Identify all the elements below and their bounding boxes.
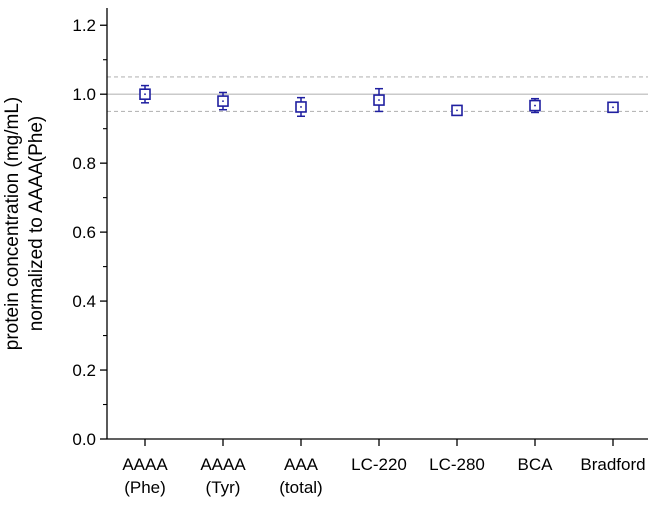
data-point-center	[144, 93, 146, 96]
x-tick-label: AAAA	[200, 455, 246, 474]
y-tick-label: 1.0	[72, 85, 96, 104]
y-tick-label: 0.4	[72, 292, 96, 311]
x-tick-label: (total)	[279, 478, 322, 497]
x-tick-label: LC-280	[429, 455, 485, 474]
data-point-center	[222, 100, 224, 102]
y-tick-label: 0.8	[72, 154, 96, 173]
y-tick-label: 1.2	[72, 16, 96, 35]
data-point-center	[300, 106, 302, 108]
y-tick-label: 0.6	[72, 223, 96, 242]
data-point-center	[456, 109, 458, 112]
x-tick-label: BCA	[518, 455, 554, 474]
y-tick-label: 0.2	[72, 361, 96, 380]
x-tick-label: Bradford	[580, 455, 645, 474]
y-tick-label: 0.0	[72, 430, 96, 449]
data-point-center	[378, 99, 380, 101]
x-tick-label: AAAA	[122, 455, 168, 474]
x-tick-label: (Tyr)	[206, 478, 241, 497]
axes: 0.0 0.2 0.4 0.6 0.8 1.0 1.2 AAAA (Phe) AAAA (Tyr) A…	[72, 8, 648, 497]
y-axis-label: protein concentration (mg/mL) normalized …	[2, 97, 47, 350]
data-point-center	[612, 106, 614, 109]
y-axis-title-line: normalized to AAAA(Phe)	[26, 116, 47, 331]
x-tick-label: LC-220	[351, 455, 407, 474]
data-marks	[139, 84, 619, 118]
x-tick-label: AAA	[284, 455, 319, 474]
y-axis-title-line: protein concentration (mg/mL)	[2, 97, 23, 350]
data-point-center	[534, 104, 536, 107]
reference-lines	[107, 76, 648, 113]
x-tick-label: (Phe)	[124, 478, 166, 497]
